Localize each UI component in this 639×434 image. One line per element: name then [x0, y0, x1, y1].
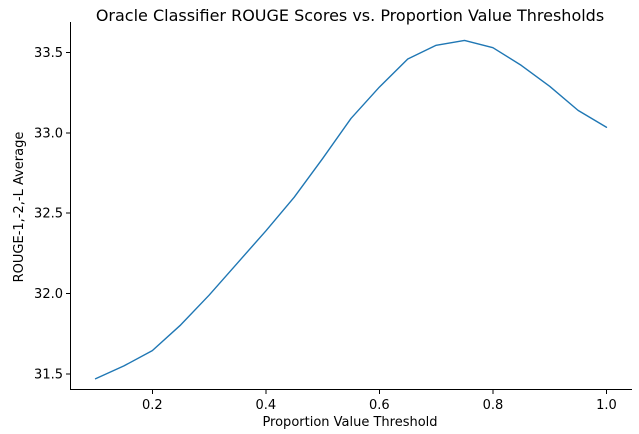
x-axis-label: Proportion Value Threshold — [262, 415, 437, 430]
plot-area: 0.2 0.4 0.6 0.8 1.0 31.5 32.0 32.5 33.0 33.5 — [34, 22, 632, 413]
x-tick-label: 0.2 — [142, 398, 163, 413]
x-tick-label: 0.4 — [256, 398, 277, 413]
x-axis-ticks: 0.2 0.4 0.6 0.8 1.0 — [142, 390, 617, 413]
series-layer — [94, 39, 608, 380]
y-axis-ticks: 31.5 32.0 32.5 33.0 33.5 — [34, 46, 70, 382]
y-tick-label: 32.5 — [34, 207, 63, 222]
y-axis-label: ROUGE-1,-2,-L Average — [12, 132, 27, 283]
chart-title: Oracle Classifier ROUGE Scores vs. Propo… — [96, 6, 604, 25]
series-line — [94, 39, 608, 380]
y-tick-label: 31.5 — [34, 367, 63, 382]
x-tick-label: 0.8 — [483, 398, 504, 413]
y-tick-label: 32.0 — [34, 287, 63, 302]
x-tick-label: 1.0 — [596, 398, 617, 413]
y-tick-label: 33.5 — [34, 46, 63, 61]
x-tick-label: 0.6 — [369, 398, 390, 413]
y-tick-label: 33.0 — [34, 126, 63, 141]
